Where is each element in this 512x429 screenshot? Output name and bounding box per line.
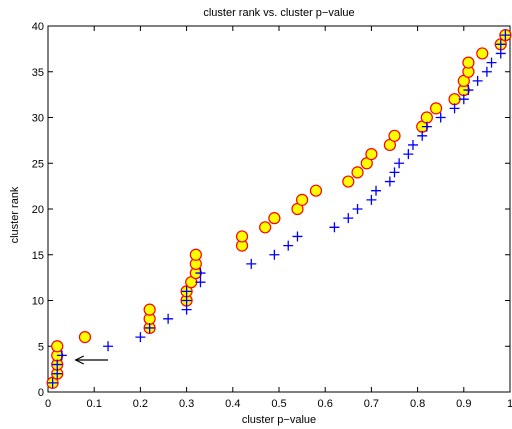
circle-point <box>388 129 401 142</box>
plus-point <box>389 167 400 178</box>
x-tick-label: 1 <box>507 398 512 410</box>
plus-point <box>394 158 405 169</box>
circle-point <box>309 184 323 197</box>
y-tick-label: 35 <box>32 67 44 79</box>
plus-point <box>472 75 483 86</box>
y-tick-label: 10 <box>32 296 44 308</box>
plus-point <box>246 258 257 269</box>
circle-point <box>51 340 64 353</box>
annotations <box>74 355 109 365</box>
x-tick-label: 0.3 <box>179 398 194 410</box>
circle-point <box>78 331 92 344</box>
x-tick-label: 0.2 <box>133 398 148 410</box>
circle-point <box>268 212 281 225</box>
plus-point <box>371 185 382 196</box>
plus-point <box>47 377 58 388</box>
plus-point <box>181 295 192 306</box>
plus-point <box>449 103 460 114</box>
y-tick-label: 20 <box>32 204 44 216</box>
x-tick-label: 0.5 <box>271 398 286 410</box>
circle-point <box>259 221 272 234</box>
plus-point <box>343 213 354 224</box>
y-tick-label: 30 <box>32 113 44 125</box>
plus-point <box>283 240 294 251</box>
circle-point <box>476 47 489 60</box>
plus-point <box>195 268 206 279</box>
plus-point <box>329 222 340 233</box>
y-axis-label: cluster rank <box>9 186 21 243</box>
circle-point <box>235 230 249 243</box>
plus-point <box>495 48 506 59</box>
x-tick-label: 0.4 <box>225 398 240 410</box>
y-tick-label: 0 <box>38 387 44 399</box>
circle-point <box>462 56 475 69</box>
y-tick-label: 40 <box>32 21 44 33</box>
plus-point <box>366 194 377 205</box>
y-tick-label: 5 <box>38 341 44 353</box>
x-tick-label: 0.7 <box>364 398 379 410</box>
plus-point <box>269 249 280 260</box>
plus-point <box>463 85 474 96</box>
plus-point <box>181 304 192 315</box>
axis-ticks <box>47 25 511 393</box>
circle-point <box>448 93 461 106</box>
x-tick-label: 0.9 <box>456 398 471 410</box>
arrow-head <box>74 355 84 365</box>
plus-point <box>435 112 446 123</box>
y-tick-label: 15 <box>32 250 44 262</box>
circle-point <box>189 248 202 261</box>
plus-point <box>195 277 206 288</box>
plus-point <box>163 313 174 324</box>
circle-point <box>420 111 433 124</box>
x-tick-label: 0 <box>45 398 51 410</box>
circle-point <box>351 166 364 179</box>
plus-point <box>103 341 114 352</box>
plus-point <box>144 322 155 333</box>
chart-title: cluster rank vs. cluster p−value <box>203 7 354 19</box>
plus-point <box>495 39 506 50</box>
plus-point <box>52 368 63 379</box>
plus-point <box>407 139 418 150</box>
circle-point <box>365 148 378 161</box>
plus-point <box>458 94 469 105</box>
plus-point <box>403 149 414 160</box>
plus-point <box>292 231 303 242</box>
circle-point <box>143 303 156 316</box>
plus-point <box>486 57 497 68</box>
plus-point <box>52 359 63 370</box>
plus-point <box>181 286 192 297</box>
axis-tick-labels: 0 0.1 0.2 0.3 0.4 0.5 0.6 0.7 0.8 0.9 105101520253… <box>32 21 512 410</box>
plot-area <box>47 25 511 393</box>
y-tick-label: 25 <box>32 158 44 170</box>
plus-point <box>481 66 492 77</box>
plus-point <box>352 204 363 214</box>
x-tick-label: 0.8 <box>410 398 425 410</box>
plus-point <box>384 176 395 187</box>
plus-point <box>500 30 511 41</box>
plus-point <box>135 332 146 343</box>
plus-point <box>56 350 67 361</box>
circle-point <box>429 102 443 115</box>
x-tick-label: 0.1 <box>87 398 102 410</box>
circle-point <box>296 193 309 206</box>
x-axis-label: cluster p−value <box>242 414 316 426</box>
x-tick-label: 0.6 <box>318 398 333 410</box>
plus-point <box>421 121 432 132</box>
data-marks <box>46 29 512 389</box>
plus-point <box>417 130 428 141</box>
circle-point <box>342 175 355 188</box>
